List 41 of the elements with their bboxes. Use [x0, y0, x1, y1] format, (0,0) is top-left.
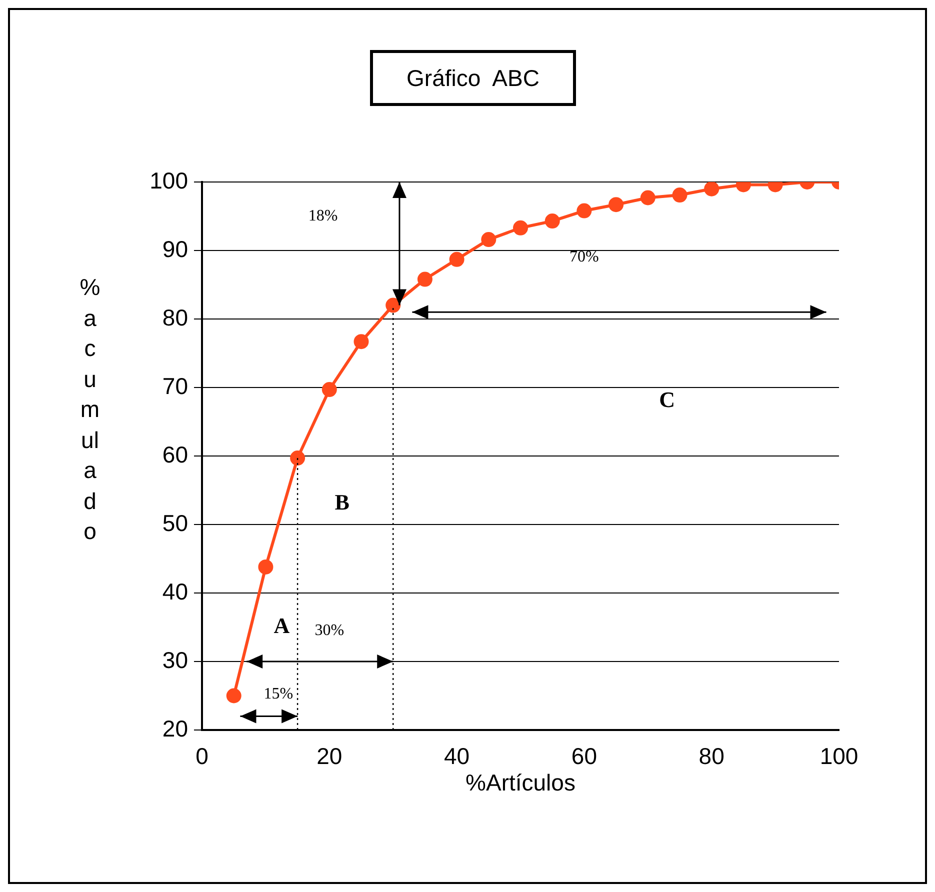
- point: [449, 252, 464, 267]
- annotation: 15%: [264, 686, 294, 703]
- x-tick-label: 80: [698, 743, 724, 770]
- point: [608, 197, 624, 212]
- annotation: C: [659, 386, 675, 412]
- point: [258, 559, 274, 574]
- x-axis-title: %Artículos: [466, 770, 576, 796]
- point: [290, 450, 306, 466]
- chart-title: Gráfico ABC: [370, 50, 576, 106]
- y-tick-label: 60: [162, 441, 188, 468]
- annotation: 70%: [570, 248, 599, 266]
- point: [417, 272, 432, 287]
- point: [704, 182, 720, 196]
- x-tick-label: 60: [571, 743, 597, 770]
- point: [672, 188, 688, 203]
- y-tick-label: 80: [162, 304, 188, 330]
- point: [354, 334, 369, 350]
- y-tick-label: 20: [162, 715, 188, 742]
- point: [544, 214, 560, 229]
- point: [576, 203, 592, 218]
- y-tick-label: 100: [150, 167, 188, 194]
- x-tick-label: 0: [196, 743, 208, 770]
- point: [386, 298, 401, 313]
- annotation: A: [274, 612, 290, 638]
- point: [481, 232, 496, 248]
- y-tick-label: 30: [162, 646, 188, 673]
- point: [226, 688, 242, 704]
- y-tick-label: 90: [162, 236, 188, 262]
- y-tick-label: 40: [162, 578, 188, 604]
- x-tick-label: 100: [820, 743, 858, 770]
- text: %acumulado: [80, 274, 100, 544]
- y-tick-label: 50: [162, 510, 188, 536]
- point: [513, 220, 528, 236]
- x-tick-label: 20: [316, 743, 342, 770]
- annotation: B: [334, 490, 350, 515]
- annotation: 30%: [314, 622, 344, 639]
- point: [640, 190, 656, 206]
- annotation: 18%: [308, 207, 338, 224]
- y-tick-label: 70: [162, 372, 188, 399]
- point: [322, 382, 337, 398]
- x-tick-label: 40: [444, 743, 470, 770]
